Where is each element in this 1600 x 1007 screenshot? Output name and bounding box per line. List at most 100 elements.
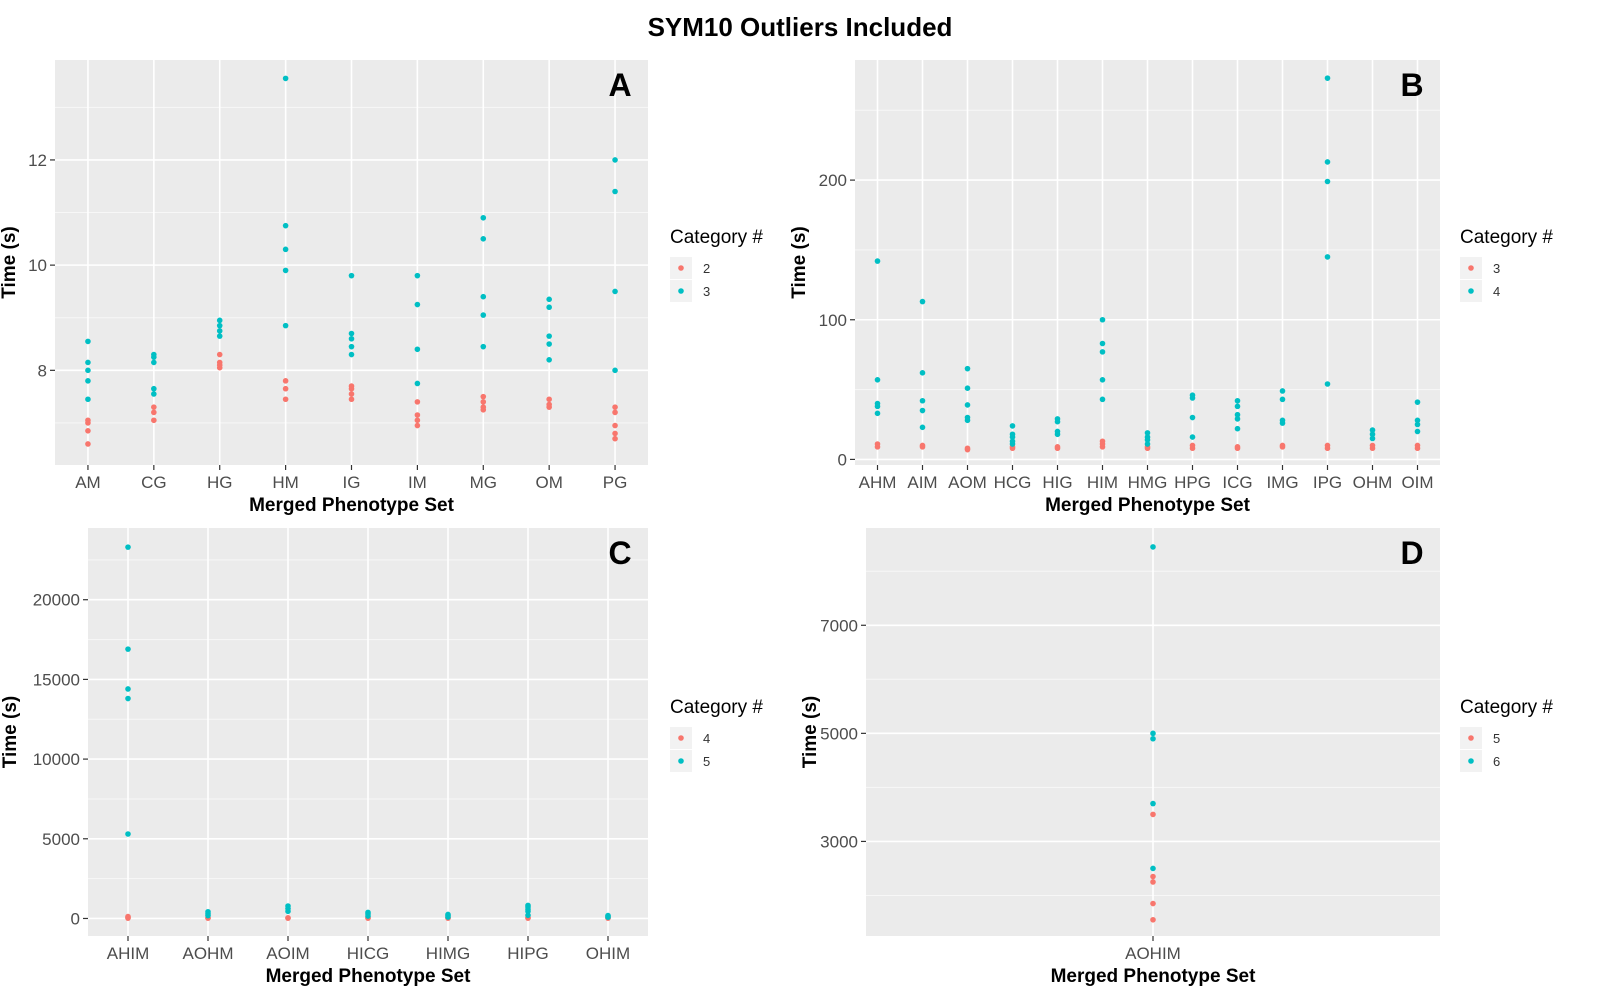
data-point [1189,442,1196,449]
data-point [365,909,371,916]
data-point [919,442,926,449]
data-point [216,322,223,329]
x-tick-label: HIPG [507,944,549,963]
data-point [216,328,223,334]
data-point [1144,434,1151,440]
data-point [282,267,289,274]
x-tick-label: HIG [1042,473,1072,492]
data-point [1150,735,1156,742]
legend-title: Category # [670,227,763,248]
data-point [1324,159,1331,165]
data-point [1150,544,1156,550]
data-point [1279,388,1286,394]
y-tick-label: 15000 [33,670,80,689]
x-tick-label: HG [207,473,233,492]
data-point [151,351,157,358]
data-point [125,913,131,920]
data-point [348,396,355,403]
legend-marker [1468,288,1474,294]
series-5 [1150,811,1156,923]
legend-label: 2 [703,261,710,276]
y-tick-label: 0 [71,909,80,928]
data-point [1414,417,1421,424]
data-point [285,903,291,909]
data-point [414,272,421,279]
data-point [919,298,926,305]
data-point [216,317,223,324]
data-point [612,188,618,195]
data-point [1150,800,1156,807]
data-point [480,214,487,221]
data-point [964,402,971,408]
y-axis-title: Time (s) [0,696,21,769]
data-point [1189,392,1196,398]
x-tick-label: AIM [907,473,937,492]
data-point [919,397,926,404]
x-tick-label: HIM [1087,473,1118,492]
legend-label: 4 [1493,284,1500,299]
x-tick-label: OIM [1401,473,1433,492]
data-point [1234,425,1241,432]
data-point [525,902,531,909]
x-axis-title: Merged Phenotype Set [249,495,454,516]
data-point [612,409,618,416]
x-tick-label: OHIM [586,944,630,963]
data-point [125,686,131,692]
y-tick-label: 8 [38,361,47,380]
data-point [414,380,421,387]
data-point [85,428,91,434]
data-point [1144,441,1151,447]
x-tick-label: AOM [948,473,987,492]
data-point [1324,178,1331,185]
data-point [1234,403,1241,410]
data-point [546,401,552,408]
data-point [1150,873,1156,880]
data-point [612,422,618,429]
data-point [1369,427,1376,433]
data-point [546,296,552,303]
data-point [125,695,131,702]
data-point [348,383,355,389]
y-tick-label: 200 [819,171,847,190]
data-point [546,357,552,363]
x-tick-label: HICG [347,944,390,963]
figure-title: SYM10 Outliers Included [647,12,953,42]
x-tick-label: ICG [1222,473,1252,492]
series-3 [874,438,1421,453]
data-point [1324,254,1331,260]
data-point [612,367,618,374]
data-point [414,412,421,418]
data-point [151,409,157,416]
data-point [1324,75,1331,81]
x-tick-label: AHM [859,473,897,492]
data-point [1099,340,1106,347]
legend-title: Category # [1460,697,1553,718]
legend-label: 6 [1493,754,1500,769]
data-point [125,646,131,652]
legend-marker [1468,735,1474,741]
panel-letter: A [608,67,631,103]
legend-title: Category # [670,697,763,718]
data-point [85,396,91,403]
data-point [546,333,552,339]
legend-marker [1468,758,1474,764]
x-tick-label: HIMG [426,944,470,963]
data-point [874,377,881,383]
data-point [525,912,531,919]
data-point [1369,435,1376,442]
x-tick-label: HCG [994,473,1032,492]
data-point [1150,730,1156,737]
data-point [85,417,91,424]
y-tick-label: 12 [28,151,47,170]
x-tick-label: IMG [1266,473,1298,492]
data-point [1009,438,1016,445]
data-point [612,435,618,442]
data-point [1279,417,1286,424]
data-point [282,246,289,253]
data-point [480,312,487,318]
data-point [1369,442,1376,449]
legend-label: 5 [703,754,710,769]
legend-marker [678,265,684,271]
data-point [1150,879,1156,885]
